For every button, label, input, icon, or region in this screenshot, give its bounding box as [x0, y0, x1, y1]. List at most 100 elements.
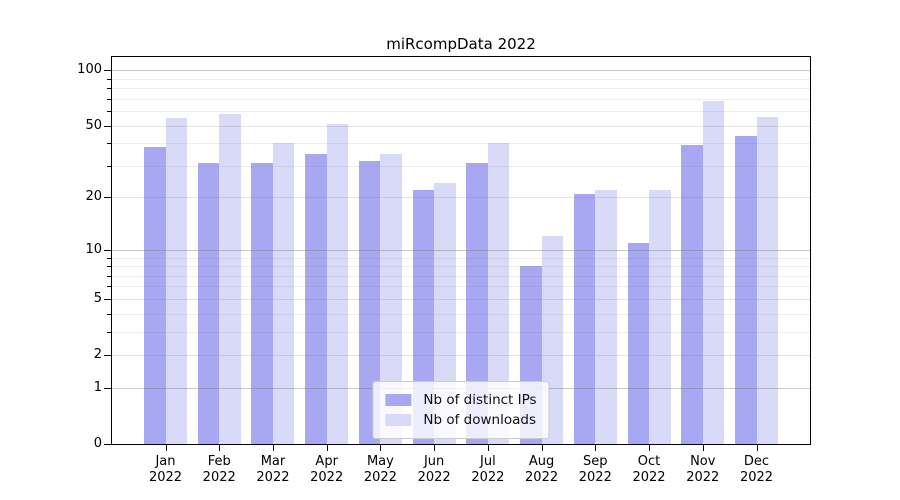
x-tick-nov: [702, 445, 704, 451]
y-minor-tick-6: [107, 286, 111, 288]
y-tick-1: [104, 387, 111, 389]
bar-downloads-oct: [649, 190, 671, 444]
x-tick-aug: [541, 445, 543, 451]
x-tick-label-may: May 2022: [348, 454, 412, 485]
y-tick-label-1: 1: [93, 379, 102, 395]
bar-downloads-jul: [487, 143, 510, 444]
y-tick-2: [104, 355, 111, 357]
y-minor-tick-90: [107, 78, 111, 80]
x-tick-may: [380, 445, 382, 451]
y-minor-tick-7: [107, 275, 111, 277]
x-tick-year-feb: 2022: [202, 469, 236, 485]
x-tick-month-mar: Mar: [260, 454, 286, 469]
x-tick-year-aug: 2022: [525, 469, 559, 485]
bar-ips-feb: [197, 163, 220, 444]
x-tick-year-jan: 2022: [148, 469, 183, 485]
y-tick-label-50: 50: [85, 117, 102, 133]
y-tick-label-20: 20: [85, 189, 102, 205]
y-tick-10: [104, 249, 111, 251]
legend: Nb of distinct IPs Nb of downloads: [372, 381, 550, 439]
x-tick-label-jan: Jan 2022: [134, 454, 198, 485]
x-tick-label-nov: Nov 2022: [671, 454, 735, 485]
plot-area: Nb of distinct IPs Nb of downloads: [111, 56, 811, 445]
x-tick-mar: [272, 445, 274, 451]
bar-downloads-mar: [272, 143, 295, 444]
bar-downloads-may: [380, 153, 402, 444]
y-tick-label-5: 5: [93, 290, 102, 306]
bar-downloads-sep: [595, 190, 617, 444]
x-tick-label-feb: Feb 2022: [187, 454, 251, 485]
bar-downloads-apr: [326, 124, 349, 444]
x-tick-year-apr: 2022: [310, 469, 344, 485]
x-tick-label-apr: Apr 2022: [295, 454, 359, 485]
legend-item-distinct-ips: Nb of distinct IPs: [385, 392, 537, 408]
bar-downloads-feb: [219, 113, 241, 444]
y-tick-0: [104, 444, 111, 445]
x-tick-year-mar: 2022: [256, 469, 290, 485]
y-minor-tick-60: [107, 111, 111, 113]
bar-downloads-jun: [434, 183, 456, 444]
gridline-80: [112, 88, 810, 90]
x-tick-month-jan: Jan: [155, 454, 176, 469]
x-tick-month-may: May: [366, 454, 394, 469]
y-tick-label-2: 2: [93, 347, 102, 363]
gridline-70: [112, 98, 810, 100]
x-tick-label-jun: Jun 2022: [402, 454, 466, 485]
chart-title: miRcompData 2022: [386, 35, 536, 53]
bar-ips-jun: [412, 190, 435, 444]
x-tick-label-mar: Mar 2022: [241, 454, 305, 485]
x-tick-sep: [595, 445, 597, 451]
y-minor-tick-9: [107, 257, 111, 259]
x-tick-month-feb: Feb: [207, 454, 231, 469]
x-tick-month-jul: Jul: [480, 454, 496, 469]
y-minor-tick-80: [107, 88, 111, 90]
x-tick-jun: [434, 445, 436, 451]
x-tick-month-dec: Dec: [743, 454, 770, 469]
bar-downloads-nov: [702, 101, 725, 444]
y-tick-20: [104, 197, 111, 199]
bar-ips-apr: [305, 153, 327, 444]
legend-label-distinct-ips: Nb of distinct IPs: [423, 392, 537, 408]
y-tick-label-10: 10: [85, 241, 102, 257]
x-tick-month-oct: Oct: [637, 454, 661, 469]
x-tick-apr: [326, 445, 328, 451]
y-tick-label-100: 100: [77, 62, 102, 78]
x-tick-month-sep: Sep: [583, 454, 608, 469]
x-tick-label-jul: Jul 2022: [456, 454, 520, 485]
bar-ips-oct: [627, 242, 650, 444]
x-tick-year-nov: 2022: [686, 469, 720, 485]
gridline-100: [112, 70, 810, 72]
x-tick-year-oct: 2022: [632, 469, 666, 485]
x-tick-year-dec: 2022: [739, 469, 774, 485]
x-tick-feb: [219, 445, 221, 451]
y-minor-tick-70: [107, 98, 111, 100]
x-tick-month-aug: Aug: [528, 454, 555, 469]
bar-downloads-jan: [165, 118, 187, 444]
x-tick-year-jul: 2022: [471, 469, 505, 485]
x-tick-label-dec: Dec 2022: [725, 454, 789, 485]
y-minor-tick-8: [107, 266, 111, 268]
x-tick-year-sep: 2022: [578, 469, 612, 485]
x-tick-year-jun: 2022: [417, 469, 451, 485]
y-tick-label-0: 0: [93, 436, 102, 451]
bar-ips-jul: [466, 163, 488, 444]
bar-ips-mar: [251, 163, 273, 444]
x-tick-month-nov: Nov: [690, 454, 716, 469]
bar-ips-sep: [573, 193, 596, 444]
gridline-90: [112, 78, 810, 80]
y-tick-5: [104, 298, 111, 300]
y-minor-tick-40: [107, 143, 111, 145]
legend-swatch-downloads: [385, 414, 412, 426]
legend-item-downloads: Nb of downloads: [385, 412, 536, 428]
y-minor-tick-4: [107, 313, 111, 315]
bar-ips-nov: [681, 145, 703, 444]
legend-label-downloads: Nb of downloads: [423, 412, 536, 428]
x-tick-oct: [649, 445, 651, 451]
x-tick-month-apr: Apr: [315, 454, 338, 469]
y-minor-tick-30: [107, 165, 111, 167]
bar-ips-may: [358, 160, 381, 444]
x-tick-dec: [756, 445, 758, 451]
x-tick-label-sep: Sep 2022: [563, 454, 627, 485]
x-tick-jan: [165, 445, 167, 451]
bar-ips-dec: [735, 135, 757, 444]
